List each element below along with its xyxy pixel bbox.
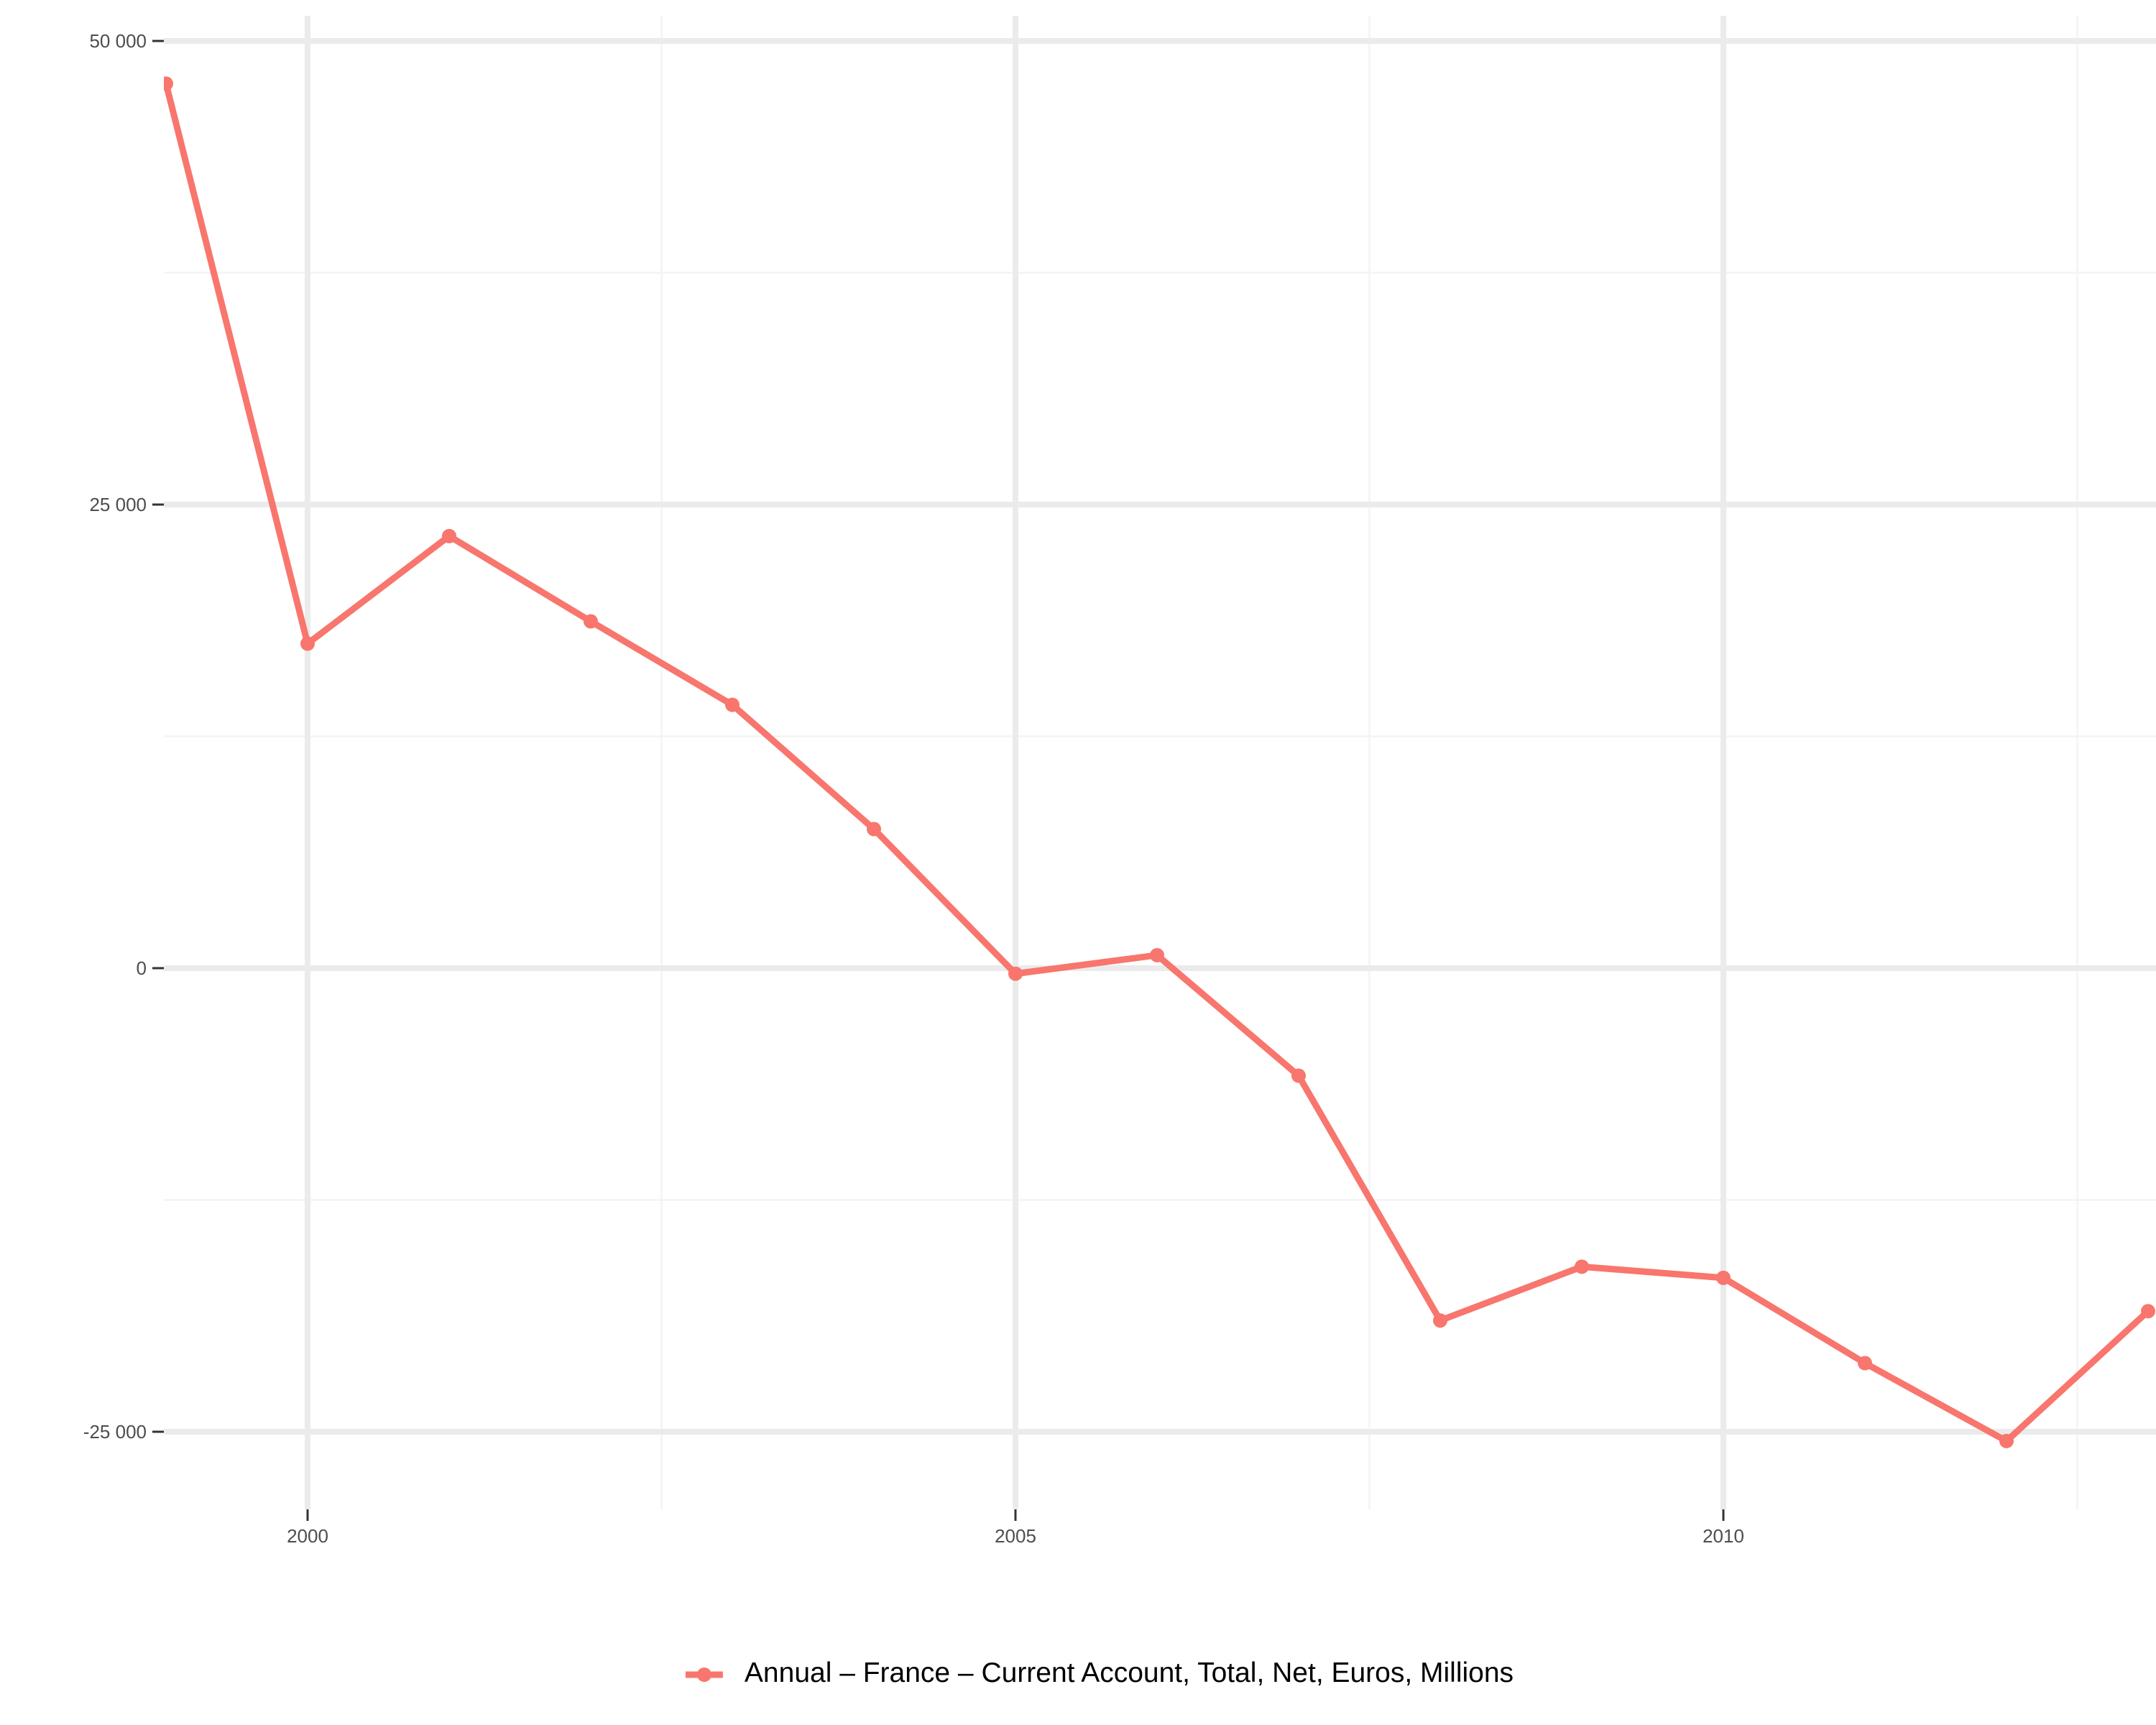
data-point: [1858, 1356, 1872, 1371]
data-point: [867, 822, 881, 837]
y-tick-label: 50 000: [89, 30, 147, 52]
data-point: [1150, 947, 1164, 962]
x-tick-label: 2005: [995, 1525, 1036, 1547]
data-point: [1291, 1068, 1306, 1083]
x-tick-label: 2000: [287, 1525, 328, 1547]
data-point: [725, 697, 740, 712]
series-layer: [164, 76, 2155, 1448]
y-axis: 50 000 25 000 0 -25 000: [83, 30, 164, 1443]
data-point: [442, 528, 456, 543]
data-point: [1716, 1270, 1731, 1285]
data-point: [1433, 1313, 1447, 1328]
data-point: [1008, 966, 1023, 981]
legend: Annual – France – Current Account, Total…: [685, 1657, 1514, 1688]
y-tick-label: -25 000: [83, 1421, 147, 1443]
series-line: [164, 83, 2151, 1445]
x-tick-label: 2010: [1703, 1525, 1744, 1547]
data-point: [164, 76, 173, 91]
data-point: [300, 636, 315, 651]
legend-key-point: [696, 1668, 711, 1682]
y-tick-label: 25 000: [89, 494, 147, 515]
major-grid: [164, 16, 2156, 1509]
minor-grid: [164, 16, 2156, 1509]
data-point: [1999, 1433, 2014, 1448]
legend-label: Annual – France – Current Account, Total…: [745, 1657, 1514, 1688]
data-point: [584, 614, 598, 629]
data-point: [1575, 1259, 1589, 1274]
x-axis: 2000 2005 2010: [287, 1509, 1744, 1547]
y-tick-label: 0: [137, 957, 147, 979]
data-point: [2141, 1304, 2155, 1319]
